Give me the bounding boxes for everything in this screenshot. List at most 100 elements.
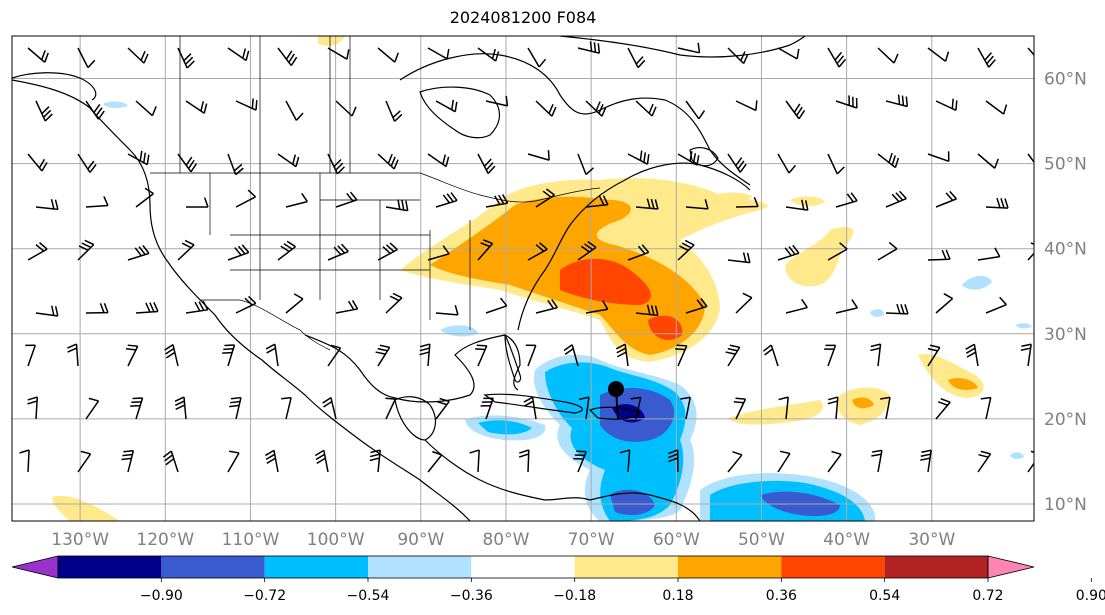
- wind-barb: [727, 252, 751, 264]
- colorbar-bin: [368, 556, 472, 578]
- wind-barb: [835, 95, 858, 109]
- wind-barb: [285, 293, 304, 314]
- wind-barb: [635, 304, 659, 317]
- coastline-florida: [504, 334, 522, 383]
- wind-barb: [227, 450, 240, 473]
- wind-barb: [985, 197, 1009, 209]
- wind-barb: [77, 153, 97, 173]
- shade-patch-cool-3: [962, 275, 992, 290]
- lon-label: 130°W: [51, 530, 109, 550]
- wind-barb: [235, 189, 257, 208]
- wind-barb: [162, 450, 179, 473]
- wind-barb: [1027, 47, 1034, 57]
- wind-barb: [735, 100, 758, 112]
- lon-label: 80°W: [482, 530, 529, 550]
- storm-position-dot: [608, 381, 624, 397]
- shade-patch-4: [918, 354, 984, 398]
- wind-barb: [67, 343, 79, 367]
- wind-barb: [675, 344, 688, 367]
- colorbar-bin: [264, 556, 368, 578]
- colorbar-tick-label: −0.36: [450, 588, 493, 604]
- wind-barb: [615, 343, 629, 367]
- wind-barb: [518, 449, 530, 473]
- wind-barb: [777, 153, 797, 174]
- wind-barb: [177, 239, 195, 261]
- wind-barb: [385, 292, 403, 314]
- wind-barb: [127, 150, 150, 166]
- wind-barb: [435, 192, 458, 208]
- wind-barb: [477, 153, 496, 175]
- wind-barb: [977, 47, 996, 68]
- wind-barb: [327, 47, 350, 60]
- coastline-central-america: [424, 439, 591, 501]
- wind-barb: [725, 344, 741, 367]
- colorbar-tick-label: −0.18: [553, 588, 596, 604]
- wind-barb: [327, 153, 345, 175]
- lat-label: 60°N: [1044, 70, 1087, 90]
- wind-barb: [164, 343, 179, 367]
- wind-barb: [525, 344, 537, 367]
- wind-barb: [1027, 239, 1034, 261]
- wind-barb: [277, 240, 296, 261]
- wind-barb: [977, 247, 1001, 261]
- border-states-1: [209, 173, 471, 330]
- lon-label: 40°W: [823, 530, 870, 550]
- shade-patch-cool-5: [1016, 323, 1032, 329]
- coastline-hudson: [419, 86, 500, 139]
- lat-label: 10°N: [1044, 495, 1087, 515]
- wind-barb: [27, 396, 39, 420]
- wind-barb: [577, 241, 597, 261]
- wind-barb: [335, 299, 359, 314]
- wind-barb: [627, 150, 650, 165]
- wind-barb: [130, 397, 144, 420]
- wind-barb: [635, 100, 657, 117]
- shade-patch-8: [318, 36, 345, 46]
- wind-barb: [285, 192, 308, 208]
- wind-barb: [927, 344, 941, 367]
- wind-barb: [935, 398, 951, 420]
- wind-barb: [27, 242, 48, 261]
- wind-barb: [535, 188, 555, 208]
- wind-barb: [527, 47, 547, 68]
- colorbar-bin: [58, 556, 162, 578]
- coastline-cuba: [483, 393, 583, 414]
- wind-barb: [630, 396, 642, 420]
- latitude-labels: 60°N 50°N 40°N 30°N 20°N 10°N: [1044, 70, 1087, 515]
- border-us-mexico: [200, 299, 331, 351]
- wind-barb: [427, 245, 450, 261]
- coastline-hispaniola: [588, 406, 641, 420]
- wind-barb: [785, 100, 806, 120]
- wind-barb: [227, 244, 250, 261]
- wind-barb: [585, 100, 607, 117]
- wind-barb: [535, 298, 558, 314]
- colorbar-bin: [161, 556, 265, 578]
- colorbar-bin: [678, 556, 782, 578]
- wind-barb: [285, 100, 304, 121]
- gridlines: [12, 36, 1034, 521]
- political-borders: [150, 36, 601, 351]
- wind-barb: [677, 42, 701, 54]
- wind-barb: [281, 396, 292, 420]
- wind-barb: [265, 343, 279, 367]
- wind-barb: [385, 397, 397, 420]
- wind-barb: [877, 152, 900, 169]
- wind-barb: [335, 100, 357, 117]
- wind-barb: [121, 449, 135, 473]
- wind-barb: [927, 47, 950, 62]
- wind-barb: [685, 100, 706, 120]
- wind-barb: [1027, 450, 1034, 473]
- colorbar-extend-high: [987, 555, 1035, 579]
- wind-barb: [885, 94, 909, 108]
- map-frame: [11, 35, 1035, 522]
- lon-label: 110°W: [222, 530, 280, 550]
- coastline-greenland: [559, 36, 806, 58]
- wind-barb: [733, 397, 747, 420]
- wind-barb: [85, 397, 100, 420]
- wind-barb: [535, 100, 557, 117]
- border-us-canada: [150, 172, 601, 203]
- wind-barb: [935, 293, 954, 314]
- wind-barb: [77, 239, 95, 261]
- shade-patch-cool-1: [440, 325, 478, 337]
